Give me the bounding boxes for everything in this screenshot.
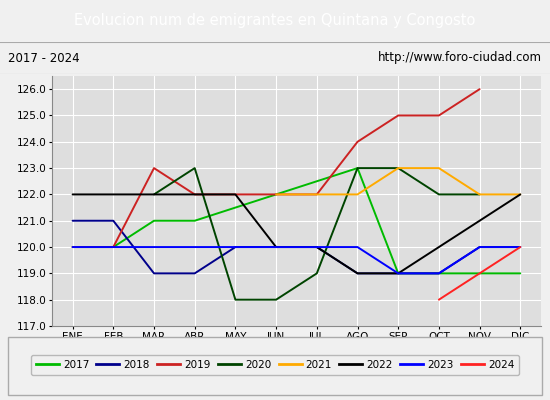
Text: http://www.foro-ciudad.com: http://www.foro-ciudad.com [378, 52, 542, 64]
Text: Evolucion num de emigrantes en Quintana y Congosto: Evolucion num de emigrantes en Quintana … [74, 14, 476, 28]
Text: 2017 - 2024: 2017 - 2024 [8, 52, 80, 64]
Legend: 2017, 2018, 2019, 2020, 2021, 2022, 2023, 2024: 2017, 2018, 2019, 2020, 2021, 2022, 2023… [30, 355, 520, 375]
FancyBboxPatch shape [8, 337, 542, 395]
